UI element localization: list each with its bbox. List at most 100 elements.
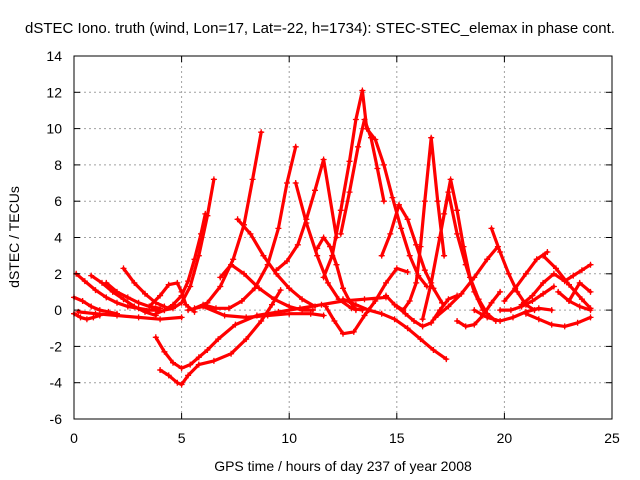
- data-point: [441, 252, 448, 259]
- series-14: [200, 143, 299, 312]
- data-point: [576, 303, 583, 310]
- data-point: [553, 265, 559, 272]
- data-point: [488, 299, 495, 306]
- series-trace: [433, 245, 500, 319]
- data-point: [570, 272, 577, 279]
- series-trace: [158, 288, 283, 387]
- data-point: [540, 279, 547, 286]
- data-point: [421, 267, 428, 274]
- data-point: [178, 381, 185, 388]
- data-point: [114, 299, 120, 306]
- data-point: [454, 230, 461, 237]
- data-point: [337, 207, 344, 214]
- data-point: [507, 307, 514, 314]
- data-point: [361, 312, 368, 319]
- data-point: [284, 258, 290, 265]
- data-point: [587, 288, 594, 295]
- series-39: [561, 261, 594, 285]
- x-tick-label: 15: [389, 430, 405, 446]
- x-tick-label: 20: [497, 430, 513, 446]
- data-point: [497, 249, 504, 255]
- series-42: [566, 279, 594, 304]
- series-trace: [442, 177, 498, 323]
- data-point: [320, 312, 327, 319]
- series-trace: [121, 266, 166, 309]
- data-point: [471, 274, 478, 281]
- data-point: [383, 279, 389, 286]
- data-point: [406, 298, 413, 304]
- data-point: [273, 267, 280, 274]
- data-point: [329, 252, 336, 259]
- data-point: [178, 314, 185, 321]
- data-point: [374, 165, 381, 172]
- data-point: [312, 187, 318, 194]
- data-point: [124, 294, 131, 301]
- series-trace: [395, 294, 459, 328]
- data-layer: [71, 87, 594, 388]
- data-point: [417, 243, 424, 250]
- data-point: [157, 292, 164, 299]
- data-point: [550, 283, 557, 290]
- data-point: [142, 308, 148, 315]
- data-point: [284, 180, 290, 186]
- data-point: [292, 143, 299, 150]
- tick-label-layer: 0 5 10 15 20 25 -6 -4 -2 0 2 4 6 8 10 12 14: [46, 48, 620, 446]
- data-point: [529, 298, 536, 304]
- data-point: [131, 279, 138, 286]
- series-21: [320, 87, 370, 281]
- grid-layer: [74, 56, 612, 419]
- data-point: [561, 323, 568, 330]
- data-point: [81, 278, 88, 285]
- data-point: [331, 318, 338, 324]
- data-point: [271, 296, 278, 303]
- data-point: [361, 116, 368, 123]
- data-point: [187, 283, 194, 290]
- data-point: [215, 336, 222, 343]
- data-point: [174, 379, 181, 386]
- data-point: [337, 230, 344, 237]
- data-point: [363, 125, 370, 132]
- data-point: [90, 314, 97, 321]
- series-trace: [489, 226, 537, 312]
- data-point: [518, 301, 525, 308]
- data-point: [322, 303, 329, 310]
- data-point: [430, 347, 437, 353]
- data-point: [165, 281, 172, 288]
- data-point: [578, 267, 585, 274]
- data-point: [352, 116, 359, 123]
- data-point: [587, 314, 594, 321]
- data-point: [340, 330, 346, 337]
- y-tick-label: 8: [54, 157, 62, 173]
- data-point: [404, 269, 411, 275]
- data-point: [501, 298, 508, 304]
- data-point: [185, 372, 192, 379]
- data-point: [120, 265, 127, 272]
- series-trace: [154, 295, 388, 370]
- series-trace: [274, 157, 339, 272]
- data-point: [378, 310, 385, 317]
- series-31: [432, 243, 501, 321]
- series-34: [497, 283, 557, 314]
- data-point: [365, 307, 372, 314]
- data-point: [120, 296, 127, 303]
- data-point: [535, 305, 542, 312]
- series-trace: [563, 263, 593, 283]
- data-point: [497, 318, 504, 324]
- data-point: [352, 301, 359, 308]
- data-point: [522, 310, 529, 317]
- y-tick-label: -2: [50, 338, 63, 354]
- data-point: [320, 234, 327, 241]
- data-point: [574, 319, 581, 326]
- data-point: [441, 210, 448, 217]
- data-point: [275, 225, 282, 232]
- data-point: [210, 176, 217, 183]
- data-point: [161, 307, 168, 314]
- data-point: [404, 325, 411, 332]
- data-point: [391, 316, 398, 323]
- data-point: [292, 180, 299, 186]
- y-tick-label: -6: [50, 411, 63, 427]
- data-point: [359, 87, 366, 94]
- data-point: [350, 328, 357, 335]
- data-point: [445, 303, 452, 310]
- series-11: [152, 294, 389, 372]
